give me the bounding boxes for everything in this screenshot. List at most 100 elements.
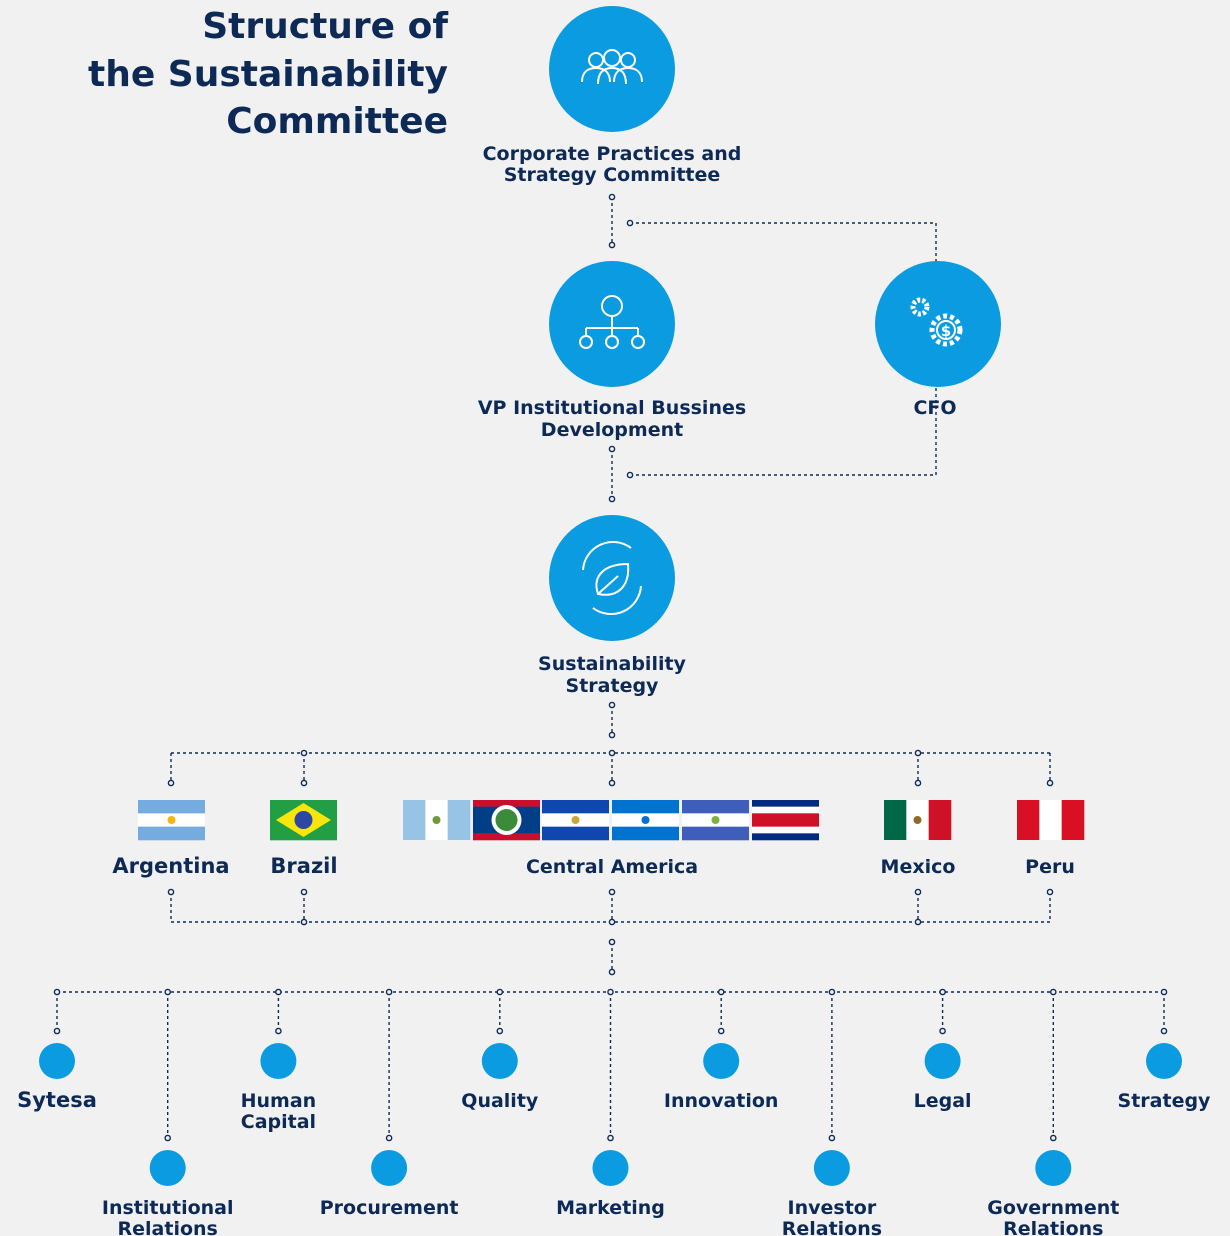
flag [884, 800, 952, 840]
label-line: VP Institutional Bussines [478, 397, 746, 419]
label-line: Procurement [320, 1197, 459, 1219]
flag-globe [294, 811, 313, 829]
flag [473, 800, 540, 841]
hierarchy-icon [579, 295, 645, 349]
flag-stripe [1039, 800, 1062, 840]
flag-stripe [473, 833, 540, 841]
flag [1017, 800, 1085, 840]
title-line: Structure of [202, 6, 448, 47]
connector-dot [607, 988, 614, 996]
connector-dot [1160, 1027, 1168, 1035]
label-line: Strategy [1118, 1090, 1212, 1112]
department-circle [260, 1043, 297, 1079]
connector-dot [914, 888, 922, 896]
connector-dot [607, 1134, 614, 1142]
label-line: Marketing [556, 1197, 665, 1219]
connector-dot [164, 1134, 171, 1142]
flag-stripe [1061, 800, 1085, 840]
department-circle [703, 1043, 740, 1079]
flag-emblem [495, 809, 518, 831]
connector-dot [300, 749, 308, 757]
flag-emblem [641, 816, 650, 824]
label-line: Legal [914, 1090, 972, 1112]
connector-dot [164, 988, 171, 996]
label-line: Government [987, 1197, 1119, 1219]
connector-dot [1046, 888, 1054, 896]
flag-stripe [752, 806, 819, 814]
label-line: Capital [241, 1111, 316, 1133]
department-circle [1146, 1043, 1182, 1079]
connector-dot [496, 988, 504, 996]
flag-stripe [928, 800, 952, 840]
region-label: Argentina [112, 854, 229, 878]
label-line: Relations [782, 1218, 882, 1236]
flag-stripe [1017, 800, 1040, 840]
connector-dot [608, 701, 616, 709]
connector-dot [608, 749, 616, 757]
flag-emblem [167, 816, 176, 824]
connector-dot [1046, 779, 1054, 787]
label-line: Development [541, 419, 683, 441]
label-line: CFO [913, 397, 956, 419]
connector-dot [608, 918, 616, 926]
people-icon [581, 49, 643, 85]
connector-dot [300, 888, 308, 896]
connector-dot [608, 445, 616, 453]
flag-stripe [884, 800, 907, 840]
connector-dot [300, 779, 308, 787]
label-line: Relations [1003, 1218, 1103, 1236]
label-line: Quality [461, 1090, 539, 1112]
department-circle [592, 1150, 629, 1186]
department-circle [371, 1150, 408, 1186]
connector-dot [608, 888, 616, 896]
connector-dot [608, 779, 616, 787]
flag-stripe [612, 800, 679, 814]
flag-stripe [682, 800, 749, 814]
label-line: Strategy [566, 675, 660, 697]
connector-dot [53, 1027, 61, 1035]
flag [138, 800, 205, 841]
connector-dot [914, 779, 922, 787]
connector-dot [167, 888, 175, 896]
connector-dot [608, 193, 616, 201]
flag-stripe [682, 826, 749, 841]
label-line: Investor [788, 1197, 877, 1219]
connector-dot [914, 918, 922, 926]
flag [270, 800, 337, 841]
connector-dot [385, 988, 393, 996]
flag-stripe [752, 800, 819, 807]
title-line: the Sustainability [88, 54, 448, 95]
connector-dot [939, 988, 946, 996]
flag [403, 800, 471, 840]
label-line: Corporate Practices and [483, 143, 742, 165]
connector-dot [167, 779, 175, 787]
label-line: Sustainability [538, 653, 687, 675]
department-circle [481, 1043, 518, 1079]
flag-stripe [612, 826, 679, 841]
label-line: Institutional [102, 1197, 234, 1219]
department-circle [149, 1150, 186, 1186]
flag-stripe [542, 826, 609, 841]
flag-stripe [473, 800, 540, 807]
connector-dot [626, 219, 634, 227]
connector-dot [608, 968, 616, 976]
flag [612, 800, 679, 841]
connector-dot [626, 471, 634, 479]
flag [682, 800, 749, 841]
connector-dot [717, 1027, 725, 1035]
flag-stripe [752, 833, 819, 841]
label-line: Innovation [664, 1090, 779, 1112]
nodes: $ [549, 6, 1001, 641]
flag [752, 800, 819, 841]
gears-icon: $ [910, 297, 963, 347]
flag-stripe [542, 800, 609, 814]
svg-text:$: $ [941, 322, 951, 340]
connector-dot [1050, 988, 1057, 996]
flag-stripe [403, 800, 426, 840]
flag-stripe [752, 826, 819, 834]
flag-emblem [571, 816, 580, 824]
connector-dot [914, 749, 922, 757]
connector-dot [608, 241, 616, 249]
flag-emblem [432, 816, 441, 824]
connector-dot [1050, 1134, 1057, 1142]
